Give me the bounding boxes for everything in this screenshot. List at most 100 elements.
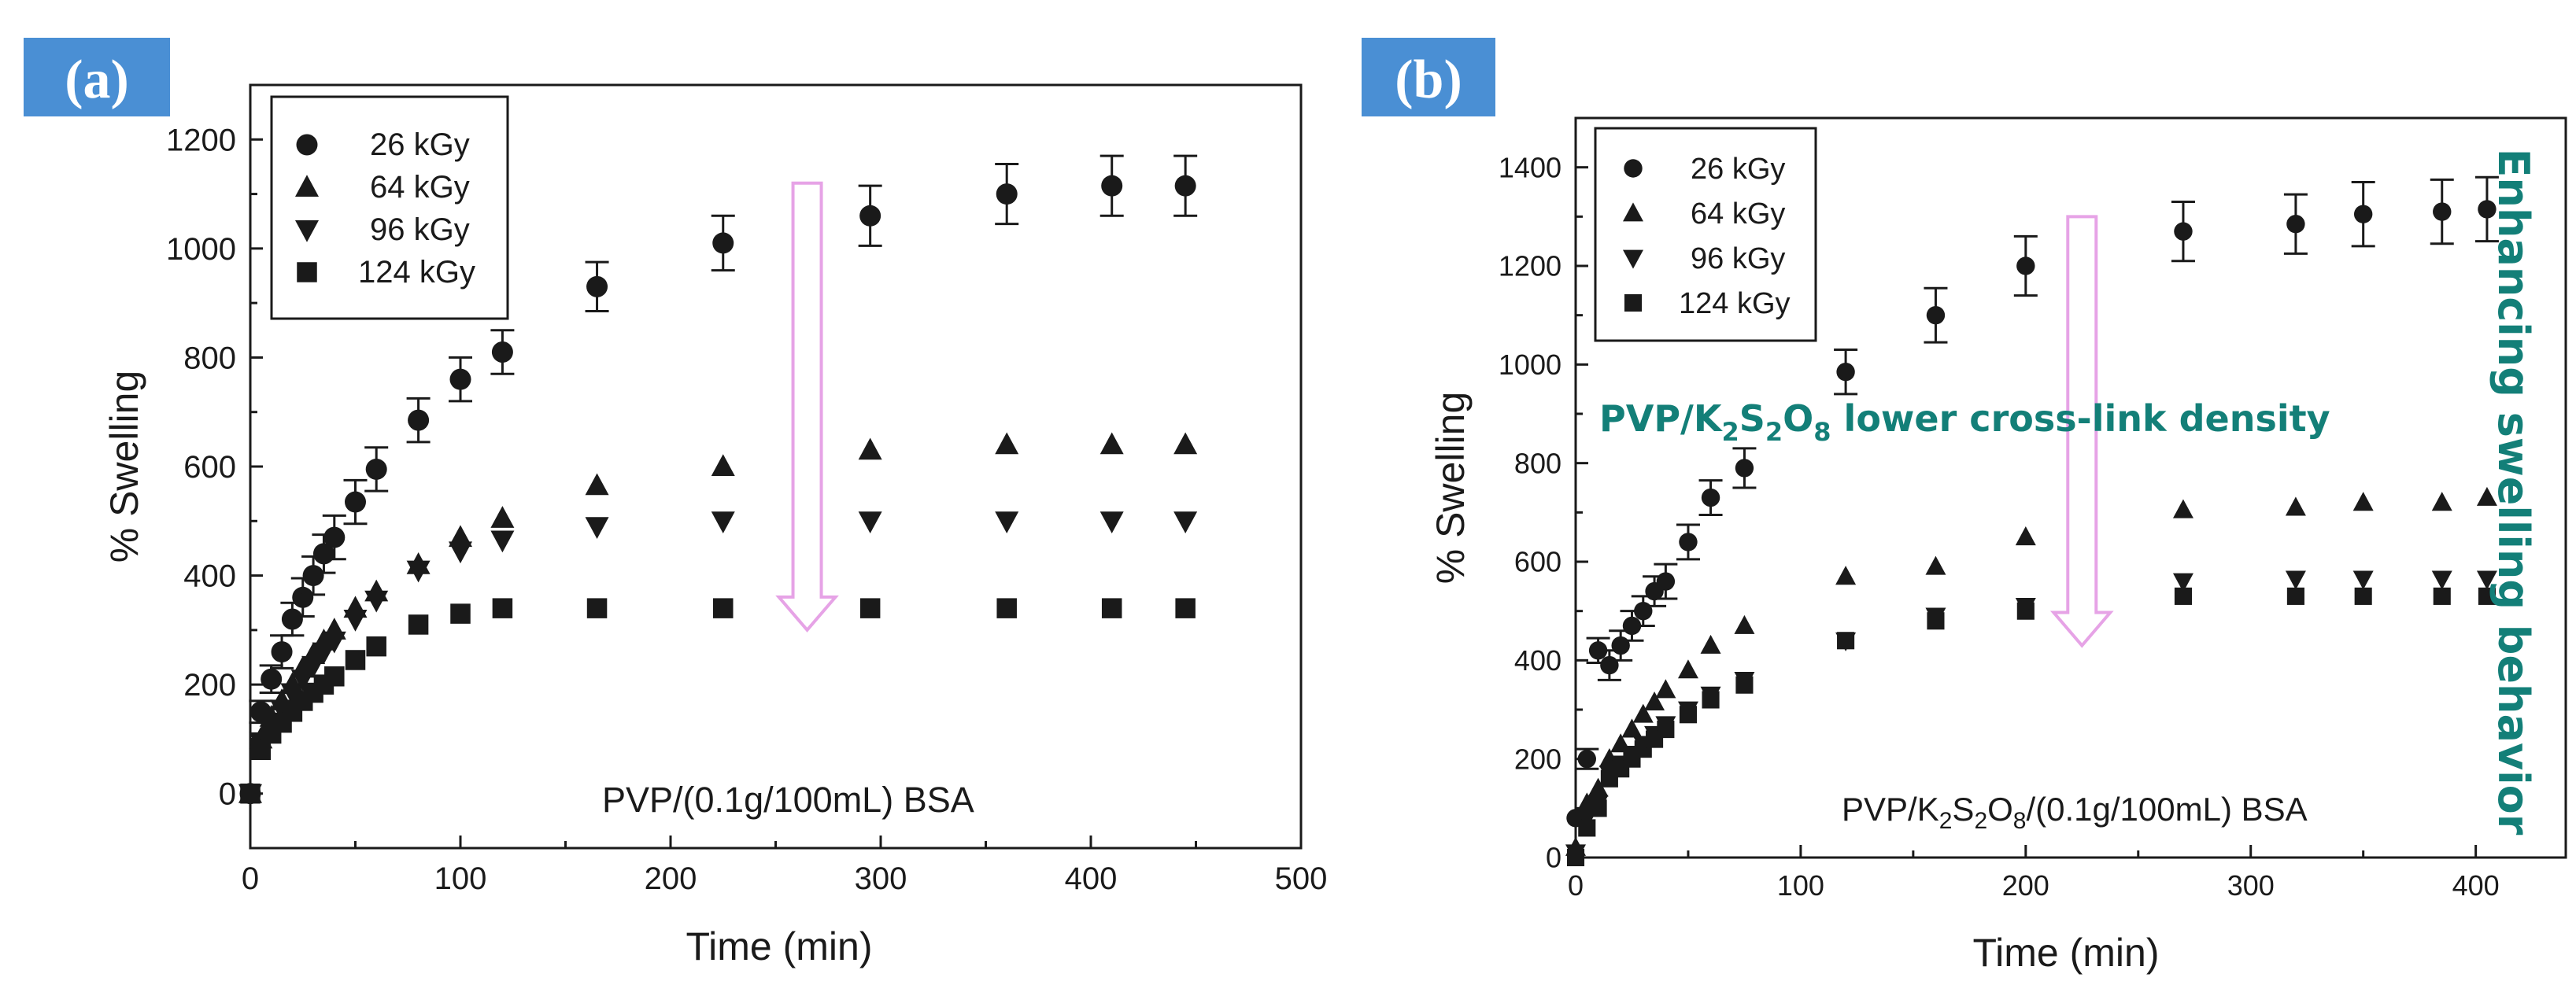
teal-sub-2b: 2	[1765, 417, 1783, 447]
panel-a-point-124-kgy	[240, 783, 261, 804]
panel-a-legend-symbol-64-kgy	[295, 175, 319, 197]
panel-b: (b) 0 100 200 300 400 0 200 400 600 800 1000 1200 1…	[1362, 38, 2567, 975]
panel-a-x-tick-label: 500	[1275, 861, 1328, 896]
panel-a-point-124-kgy	[1101, 598, 1122, 618]
panel-b-y-tick-label: 1400	[1499, 151, 1561, 183]
panel-b-point-26-kgy	[1836, 363, 1855, 382]
panel-b-point-64-kgy	[1655, 679, 1676, 699]
panel-a-point-124-kgy	[408, 614, 429, 635]
panel-b-point-64-kgy	[2172, 499, 2193, 518]
panel-a-point-96-kgy	[1173, 511, 1198, 534]
panel-a-trend-arrow	[775, 181, 839, 633]
teal-part-o: O	[1783, 397, 1813, 440]
panel-a-y-tick-label: 600	[183, 450, 236, 485]
panel-a-point-124-kgy	[859, 598, 881, 618]
panel-b-point-26-kgy	[1634, 601, 1653, 621]
panel-a-point-96-kgy	[585, 517, 609, 539]
panel-b-legend-symbol-26-kgy	[1624, 159, 1643, 178]
panel-b-point-124-kgy	[2354, 587, 2372, 605]
panel-b-point-26-kgy	[1735, 459, 1754, 478]
panel-a-point-96-kgy	[322, 631, 346, 654]
teal-part-rest: lower cross-link density	[1831, 397, 2330, 440]
panel-b-point-96-kgy	[2352, 570, 2374, 590]
panel-a-x-axis-label: Time (min)	[686, 924, 872, 968]
panel-a-x-tick-label: 300	[855, 861, 907, 896]
panel-b-x-axis-label: Time (min)	[1972, 931, 2159, 975]
panel-b-x-tick-label: 400	[2452, 869, 2500, 902]
panel-a-point-26-kgy	[1101, 175, 1123, 197]
panel-a-point-124-kgy	[345, 650, 366, 670]
panel-b-point-26-kgy	[1679, 533, 1698, 551]
panel-a-point-96-kgy	[406, 560, 431, 583]
panel-b-crosslink-annotation: PVP/K2S2O8 lower cross-link density	[1599, 397, 2330, 447]
panel-a-legend: 26 kGy 64 kGy 96 kGy 124 kGy	[270, 95, 509, 320]
panel-a-x-tick-label: 400	[1065, 861, 1118, 896]
panel-a-point-26-kgy	[271, 641, 293, 663]
panel-a-point-64-kgy	[490, 506, 515, 528]
panel-b-point-26-kgy	[2478, 200, 2497, 219]
panel-a-point-26-kgy	[1174, 175, 1196, 197]
panel-a-point-26-kgy	[449, 368, 471, 390]
panel-a-point-96-kgy	[490, 530, 515, 553]
panel-b-legend-symbol-124-kgy	[1624, 293, 1643, 312]
panel-b-point-64-kgy	[1621, 718, 1643, 738]
panel-b-point-96-kgy	[2172, 573, 2193, 592]
panel-b-legend-label-26: 26 kGy	[1691, 153, 1785, 186]
panel-a-point-124-kgy	[366, 636, 386, 657]
panel-a-arrow-shape	[775, 181, 839, 633]
panel-b-point-124-kgy	[2286, 587, 2304, 605]
panel-b-point-64-kgy	[2476, 486, 2497, 506]
panel-b-point-64-kgy	[1644, 691, 1665, 710]
panel-b-point-124-kgy	[1702, 691, 1720, 709]
panel-b-point-124-kgy	[2174, 587, 2193, 605]
panel-a-point-96-kgy	[449, 541, 472, 564]
panel-a-point-64-kgy	[858, 437, 882, 460]
panel-b-legend: 26 kGy 64 kGy 96 kGy 124 kGy	[1594, 127, 1817, 342]
panel-a-legend-label-26: 26 kGy	[370, 127, 470, 162]
panel-b-x-tick-label: 200	[2002, 869, 2049, 902]
panel-a-point-26-kgy	[261, 668, 283, 690]
panel-b-point-64-kgy	[2431, 492, 2452, 511]
panel-a-point-96-kgy	[1100, 511, 1124, 534]
panel-a-point-96-kgy	[711, 511, 735, 534]
panel-b-y-tick-label: 1200	[1499, 250, 1561, 282]
panel-a-point-124-kgy	[324, 666, 345, 687]
panel-b-point-124-kgy	[1566, 848, 1585, 867]
panel-b-point-124-kgy	[2016, 602, 2035, 620]
panel-b-x-tick-label: 300	[2227, 869, 2275, 902]
panel-b-x-tick-label: 100	[1777, 869, 1824, 902]
panel-b-y-tick-label: 1000	[1499, 349, 1561, 381]
panel-a-point-64-kgy	[449, 525, 472, 548]
panel-a-point-26-kgy	[586, 275, 608, 297]
teal-sub-8: 8	[1813, 417, 1831, 447]
panel-b-point-26-kgy	[1926, 305, 1946, 325]
panel-b-point-26-kgy	[1600, 655, 1619, 675]
panel-b-label: (b)	[1395, 50, 1462, 110]
panel-a-y-tick-label: 200	[183, 668, 236, 703]
panel-b-legend-label-64: 64 kGy	[1691, 197, 1785, 231]
panel-a-data-points	[238, 154, 1198, 806]
black-part-rest: /(0.1g/100mL) BSA	[2026, 791, 2307, 828]
panel-a: (a) 0 100 200 300 400 500 0 200 400 600 800 1000 12…	[24, 38, 1327, 968]
panel-b-point-64-kgy	[1700, 634, 1721, 654]
panel-b-point-124-kgy	[1589, 799, 1607, 817]
black-part-s: S	[1952, 791, 1974, 828]
panel-a-legend-symbol-124-kgy	[297, 262, 317, 282]
panel-b-point-64-kgy	[2015, 526, 2036, 546]
panel-a-point-26-kgy	[323, 526, 346, 548]
panel-a-y-tick-label: 1200	[166, 123, 236, 157]
panel-a-point-26-kgy	[281, 608, 303, 630]
panel-b-legend-symbol-64-kgy	[1623, 202, 1643, 222]
panel-b-point-64-kgy	[1925, 555, 1946, 575]
panel-a-point-124-kgy	[1175, 598, 1196, 618]
panel-a-point-124-kgy	[713, 598, 734, 618]
panel-a-point-26-kgy	[302, 565, 324, 587]
panel-a-point-64-kgy	[995, 432, 1019, 455]
panel-a-badge	[24, 38, 170, 116]
panel-b-point-64-kgy	[1587, 777, 1609, 797]
teal-part-s: S	[1739, 397, 1765, 440]
panel-a-y-tick-label: 800	[183, 341, 236, 375]
teal-part-pvpk: PVP/K	[1599, 397, 1724, 440]
panel-a-point-96-kgy	[343, 610, 368, 632]
panel-b-point-96-kgy	[2431, 570, 2452, 590]
